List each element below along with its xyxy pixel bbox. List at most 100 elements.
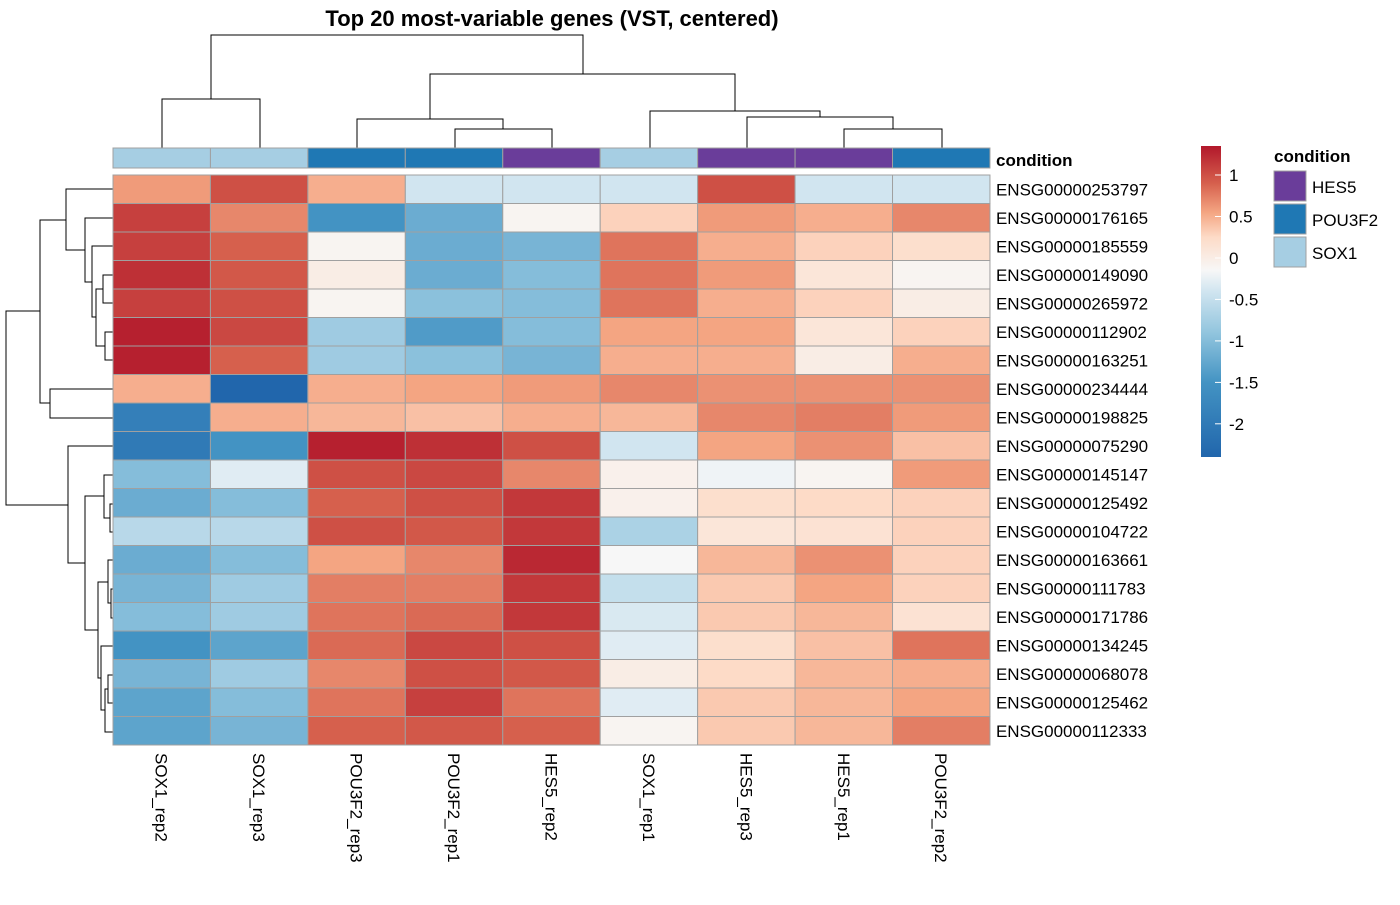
heatmap-cell (502, 317, 601, 347)
annotation-cell (404, 147, 504, 169)
heatmap-cell (599, 630, 699, 660)
heatmap-cell (502, 345, 601, 375)
heatmap-cell (307, 459, 406, 489)
heatmap-cell (599, 402, 699, 432)
heatmap-cell (209, 545, 309, 575)
heatmap-cell (794, 402, 894, 432)
gene-label: ENSG00000253797 (996, 180, 1148, 199)
gene-label: ENSG00000198825 (996, 408, 1148, 427)
heatmap-cell (112, 231, 211, 261)
row-dendro-link (107, 674, 113, 704)
row-dendro-link (65, 188, 113, 251)
gene-label: ENSG00000125492 (996, 494, 1148, 513)
heatmap-cell (502, 687, 601, 717)
heatmap-cell (209, 687, 309, 717)
heatmap-cell (112, 174, 211, 204)
heatmap-cell (794, 602, 894, 632)
heatmap-cell (112, 260, 211, 290)
heatmap-cell (697, 431, 796, 461)
heatmap-cell (404, 573, 504, 603)
annotation-cell (794, 147, 894, 169)
heatmap-cell (112, 431, 211, 461)
condition-legend-label: HES5 (1312, 178, 1356, 197)
condition-legend-title: condition (1274, 147, 1350, 166)
heatmap-cell (794, 573, 894, 603)
heatmap-cell (794, 174, 894, 204)
heatmap-cell (697, 716, 796, 746)
heatmap-cell (892, 630, 991, 660)
heatmap-cell (502, 545, 601, 575)
heatmap-cell (209, 516, 309, 546)
sample-label: SOX1_rep2 (152, 753, 171, 842)
sample-label: SOX1_rep1 (639, 753, 658, 842)
heatmap-cell (794, 545, 894, 575)
heatmap-cell (794, 687, 894, 717)
heatmap-cells (112, 174, 991, 746)
heatmap-cell (404, 374, 504, 404)
heatmap-cell (599, 516, 699, 546)
heatmap-cell (307, 203, 406, 233)
heatmap-cell (599, 687, 699, 717)
heatmap-cell (697, 203, 796, 233)
heatmap-cell (307, 231, 406, 261)
heatmap-cell (307, 659, 406, 689)
heatmap-cell (892, 516, 991, 546)
heatmap-cell (404, 231, 504, 261)
sample-labels: SOX1_rep2 SOX1_rep3 POU3F2_rep3 POU3F2_rep1… (152, 753, 951, 863)
heatmap-cell (404, 659, 504, 689)
heatmap-cell (892, 288, 991, 318)
heatmap-cell (599, 345, 699, 375)
heatmap-cell (794, 716, 894, 746)
heatmap-cell (502, 174, 601, 204)
heatmap-cell (307, 630, 406, 660)
color-scale-tick-label: -1 (1229, 332, 1244, 351)
heatmap-cell (892, 374, 991, 404)
gene-label: ENSG00000068078 (996, 665, 1148, 684)
condition-legend-label: SOX1 (1312, 244, 1357, 263)
heatmap-cell (209, 659, 309, 689)
sample-label: POU3F2_rep3 (347, 753, 366, 863)
heatmap-cell (209, 488, 309, 518)
heatmap-cell (307, 488, 406, 518)
heatmap-cell (307, 545, 406, 575)
heatmap-cell (502, 630, 601, 660)
row-dendro-link (104, 331, 113, 361)
heatmap-cell (697, 630, 796, 660)
heatmap-cell (112, 459, 211, 489)
heatmap-cell (794, 659, 894, 689)
heatmap-cell (404, 687, 504, 717)
condition-legend: condition HES5 POU3F2 SOX1 (1273, 147, 1378, 268)
heatmap-cell (599, 174, 699, 204)
heatmap-cell (697, 174, 796, 204)
heatmap-cell (794, 345, 894, 375)
heatmap-cell (307, 516, 406, 546)
row-dendro-link (67, 445, 113, 564)
col-dendro-link (843, 128, 943, 148)
col-dendro-link (429, 73, 736, 119)
row-dendro-link (95, 288, 105, 347)
heatmap-cell (892, 317, 991, 347)
heatmap-cell (502, 602, 601, 632)
heatmap-cell (892, 174, 991, 204)
sample-label: HES5_rep3 (736, 753, 755, 841)
color-scale-tick-label: 0 (1229, 249, 1238, 268)
sample-label: SOX1_rep3 (249, 753, 268, 842)
heatmap-cell (794, 317, 894, 347)
heatmap-cell (209, 573, 309, 603)
heatmap-cell (112, 716, 211, 746)
row-dendro-link (97, 581, 108, 679)
heatmap-cell (794, 203, 894, 233)
heatmap-cell (209, 402, 309, 432)
heatmap-cell (697, 488, 796, 518)
heatmap-cell (502, 659, 601, 689)
heatmap-cell (794, 459, 894, 489)
heatmap-cell (697, 573, 796, 603)
heatmap-cell (892, 345, 991, 375)
gene-label: ENSG00000265972 (996, 294, 1148, 313)
heatmap-cell (209, 231, 309, 261)
heatmap-cell (209, 602, 309, 632)
color-scale-tick-label: -2 (1229, 415, 1244, 434)
annotation-track-label: condition (996, 151, 1072, 170)
